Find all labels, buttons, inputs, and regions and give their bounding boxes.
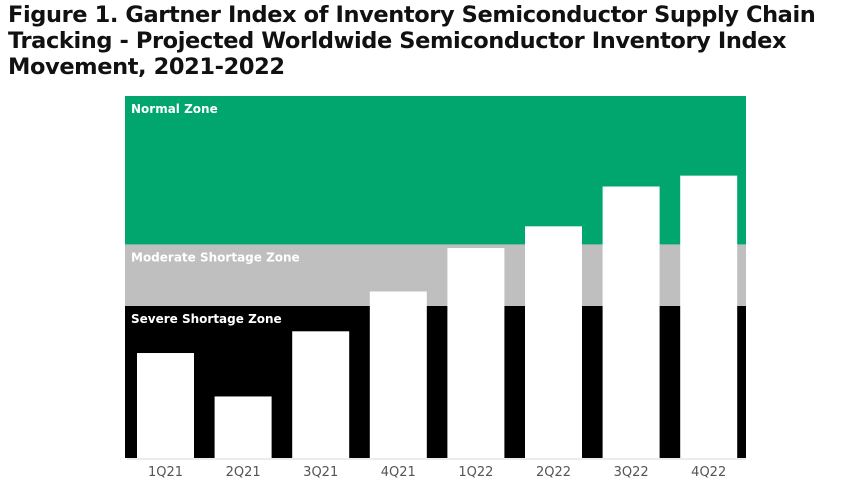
x-tick-label: 3Q22 [614,465,649,480]
x-tick-label: 4Q22 [691,465,726,480]
x-tick-label: 1Q21 [148,465,183,480]
zone-label: Severe Shortage Zone [131,312,282,326]
zone-label: Moderate Shortage Zone [131,250,300,264]
bar-2Q21 [214,396,272,458]
x-tick-label: 1Q22 [458,465,493,480]
x-tick-label: 3Q21 [303,465,338,480]
zone-label: Normal Zone [131,102,218,116]
x-tick-label: 2Q21 [226,465,261,480]
bar-3Q21 [292,331,350,458]
x-tick-label: 2Q22 [536,465,571,480]
bar-1Q21 [137,353,194,458]
bar-2Q22 [525,226,582,458]
chart-title: Figure 1. Gartner Index of Inventory Sem… [8,2,816,80]
bar-3Q22 [602,186,660,458]
bar-4Q21 [369,291,427,458]
bar-4Q22 [680,175,738,458]
bar-1Q22 [447,248,505,458]
x-tick-label: 4Q21 [381,465,416,480]
